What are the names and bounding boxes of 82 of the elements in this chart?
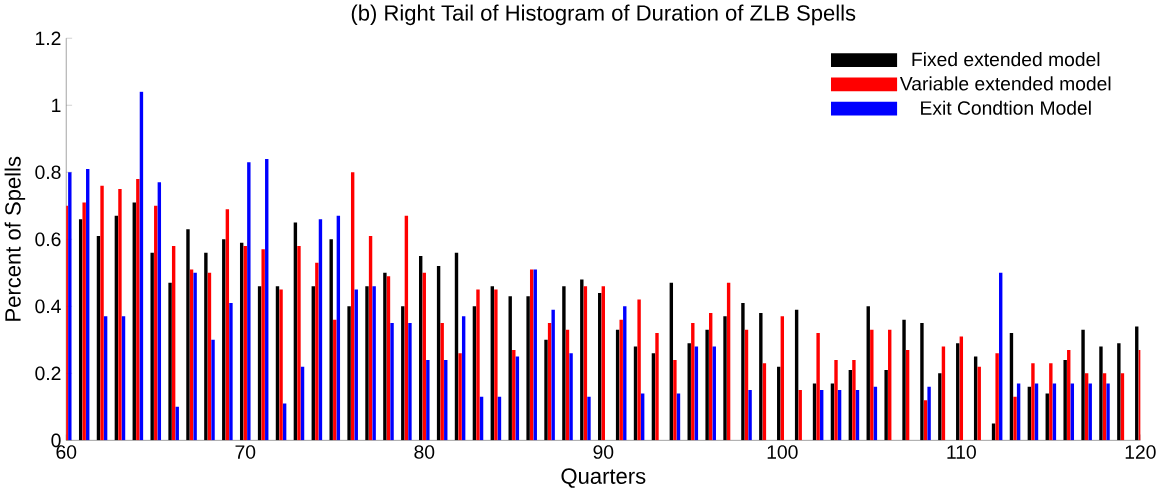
y-tick-label: 1 — [52, 98, 61, 112]
bar — [927, 386, 931, 441]
bar — [440, 322, 444, 441]
x-tick-label: 80 — [414, 444, 435, 459]
bar — [1049, 363, 1053, 441]
bar — [372, 285, 376, 441]
bar — [82, 202, 86, 441]
bar — [691, 322, 695, 441]
bar — [329, 239, 333, 441]
bar — [884, 369, 888, 441]
bar — [426, 359, 430, 441]
x-tick-label: 110 — [947, 444, 976, 459]
bar — [870, 329, 874, 441]
bar — [297, 245, 301, 441]
bar — [100, 185, 104, 441]
bar — [118, 188, 122, 441]
bar — [494, 289, 498, 441]
bar — [580, 279, 584, 441]
bar — [211, 339, 215, 441]
bar — [562, 285, 566, 441]
bar — [938, 373, 942, 441]
bar — [723, 316, 727, 441]
bar — [279, 289, 283, 441]
bar — [1031, 363, 1035, 441]
bar — [995, 353, 999, 441]
bar — [655, 332, 659, 441]
legend-label: Fixed extended model — [912, 51, 1100, 67]
bar — [673, 359, 677, 441]
bar — [476, 289, 480, 441]
bar — [619, 319, 623, 441]
bar — [551, 309, 555, 441]
bar — [920, 322, 924, 441]
bar — [347, 306, 351, 441]
y-axis-title: Percent of Spells — [4, 156, 26, 321]
y-tick-label: 0.8 — [35, 165, 61, 179]
bar — [587, 396, 591, 441]
bar — [705, 329, 709, 441]
bar — [637, 299, 641, 441]
y-tick-label: 1.2 — [36, 31, 61, 45]
bar — [834, 359, 838, 441]
bar — [315, 262, 319, 441]
y-tick-label: 0 — [51, 433, 61, 447]
x-tick-label: 120 — [1125, 444, 1156, 459]
bar — [1099, 346, 1103, 441]
bar — [186, 229, 190, 441]
x-axis-title: Quarters — [561, 468, 646, 488]
bar — [261, 249, 265, 441]
legend-label: Variable extended model — [899, 76, 1111, 91]
bar — [150, 252, 154, 441]
bar — [458, 353, 462, 441]
bar — [193, 272, 197, 441]
x-tick-label: 90 — [593, 444, 614, 459]
bar — [229, 302, 233, 441]
bar — [1063, 359, 1067, 441]
bar — [68, 172, 72, 441]
bar — [136, 178, 140, 441]
bar — [1013, 396, 1017, 441]
x-tick-label: 70 — [235, 444, 256, 459]
bar — [365, 285, 369, 441]
x-tick-label: 100 — [767, 444, 798, 459]
bar — [247, 162, 251, 441]
y-tick-label: 0.6 — [35, 232, 61, 246]
bar — [544, 339, 548, 441]
chart-title: (b) Right Tail of Histogram of Duration of ZLB Spells — [351, 4, 856, 25]
bar — [408, 322, 412, 441]
bar — [168, 282, 172, 441]
bar — [526, 296, 530, 441]
bar — [741, 302, 745, 441]
bar — [1081, 329, 1085, 441]
y-tick-label: 0.4 — [35, 299, 61, 313]
bar — [748, 389, 752, 441]
bar — [390, 322, 394, 441]
bar — [204, 252, 208, 441]
bar — [383, 272, 387, 441]
bar — [902, 319, 906, 441]
bar — [1117, 342, 1121, 441]
y-tick-label: 0.2 — [35, 366, 61, 380]
bar — [759, 312, 763, 441]
legend-label: Exit Condtion Model — [921, 100, 1091, 115]
bar — [816, 332, 820, 441]
bar — [569, 353, 573, 441]
bar — [852, 359, 856, 441]
